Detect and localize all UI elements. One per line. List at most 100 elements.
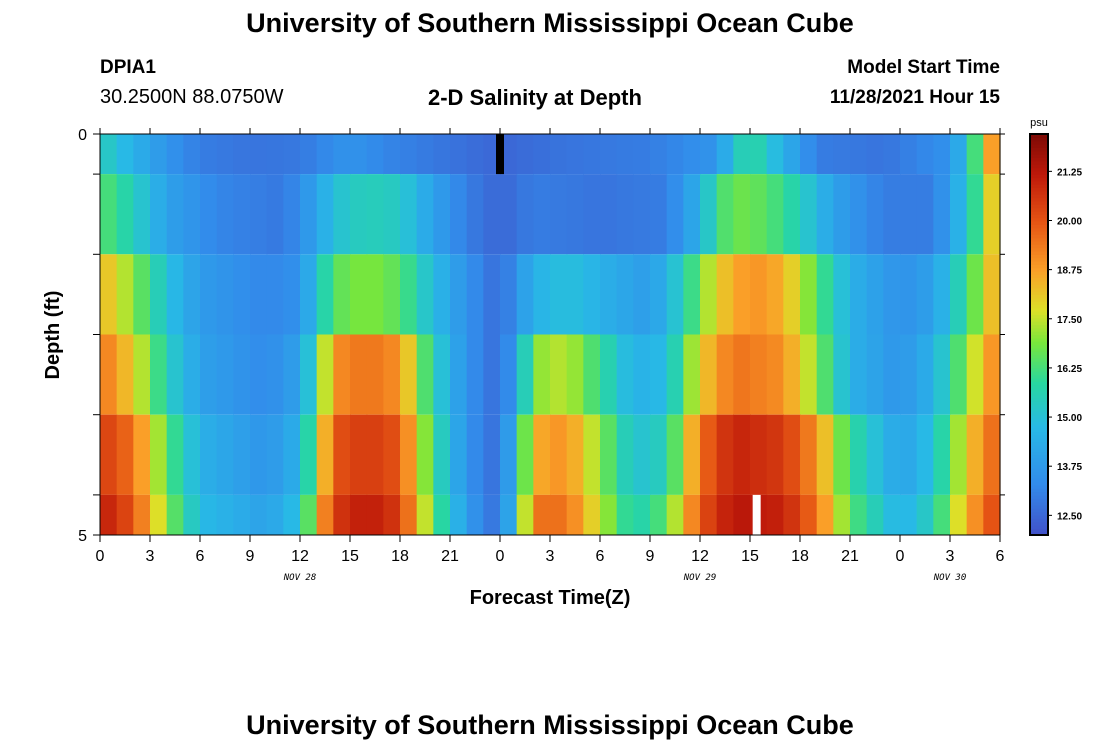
heatmap-cell-layer-4 xyxy=(700,414,718,495)
heatmap-cell-layer-0 xyxy=(150,134,168,175)
heatmap-cell-layer-0 xyxy=(300,134,318,175)
heatmap-cell-layer-4 xyxy=(616,414,634,495)
colorbar-segment xyxy=(1030,147,1048,152)
colorbar-segment xyxy=(1030,230,1048,235)
heatmap-cell-layer-1 xyxy=(600,174,618,255)
heatmap-cell-layer-1 xyxy=(716,174,734,255)
station-id: DPIA1 xyxy=(100,57,156,78)
colorbar-segment xyxy=(1030,488,1048,493)
heatmap-cell-layer-2 xyxy=(866,254,884,335)
colorbar-segment xyxy=(1030,411,1048,416)
heatmap-cell-layer-0 xyxy=(200,134,218,175)
colorbar-unit: psu xyxy=(1030,117,1048,129)
heatmap-cell-layer-3 xyxy=(300,334,318,415)
heatmap-cell-layer-4 xyxy=(166,414,184,495)
colorbar-segment xyxy=(1030,257,1048,262)
colorbar-segment xyxy=(1030,214,1048,219)
heatmap-cell-layer-1 xyxy=(466,174,484,255)
heatmap-cell-layer-5 xyxy=(916,494,934,535)
heatmap-cell-layer-4 xyxy=(516,414,534,495)
heatmap-cell-layer-1 xyxy=(350,174,368,255)
heatmap-cell-layer-2 xyxy=(250,254,268,335)
heatmap-cell-layer-0 xyxy=(650,134,668,175)
heatmap-cell-layer-1 xyxy=(233,174,251,255)
heatmap-cell-layer-2 xyxy=(433,254,451,335)
heatmap-cell-layer-3 xyxy=(633,334,651,415)
heatmap-cell-layer-2 xyxy=(983,254,1001,335)
colorbar-segment xyxy=(1030,154,1048,158)
heatmap-cell-layer-2 xyxy=(850,254,868,335)
heatmap-cell-layer-1 xyxy=(433,174,451,255)
colorbar-segment xyxy=(1030,434,1048,439)
heatmap-cell-layer-0 xyxy=(416,134,434,175)
heatmap-cell-layer-3 xyxy=(200,334,218,415)
heatmap-cell-layer-1 xyxy=(666,174,684,255)
colorbar-segment xyxy=(1030,468,1048,473)
heatmap-cell-layer-4 xyxy=(966,414,984,495)
heatmap-cell-layer-0 xyxy=(283,134,301,175)
colorbar-segment xyxy=(1030,454,1048,459)
heatmap-cell-layer-1 xyxy=(383,174,401,255)
heatmap-cell-layer-3 xyxy=(100,334,118,415)
heatmap-cell-layer-0 xyxy=(583,134,601,175)
heatmap-cell-layer-4 xyxy=(750,414,768,495)
heatmap-cell-layer-5 xyxy=(283,494,301,535)
heatmap-cell-layer-3 xyxy=(183,334,201,415)
colorbar-segment xyxy=(1030,197,1048,202)
heatmap-cell-layer-5 xyxy=(233,494,251,535)
model-start-value: 11/28/2021 Hour 15 xyxy=(829,87,1000,108)
heatmap-cell-layer-5 xyxy=(383,494,401,535)
heatmap-cell-layer-0 xyxy=(600,134,618,175)
colorbar-segment xyxy=(1030,347,1048,352)
heatmap-cell-layer-4 xyxy=(133,414,151,495)
colorbar-segment xyxy=(1030,357,1048,362)
colorbar-segment xyxy=(1030,464,1048,469)
colorbar-segment xyxy=(1030,491,1048,496)
heatmap-cell-layer-3 xyxy=(250,334,268,415)
colorbar-segment xyxy=(1030,331,1048,336)
heatmap-cell-layer-4 xyxy=(383,414,401,495)
colorbar-segment xyxy=(1030,494,1048,499)
heatmap-cell-layer-2 xyxy=(933,254,951,335)
colorbar-segment xyxy=(1030,307,1048,312)
colorbar-segment xyxy=(1030,354,1048,359)
heatmap-cells xyxy=(100,134,1001,535)
heatmap-cell-layer-3 xyxy=(333,334,351,415)
x-axis-ticks: 0 3 6 9 12 15 18 21 0 3 6 9 12 15 18 21 0 3 6 NOV 28 NOV 29 N… xyxy=(96,128,1005,583)
heatmap-cell-layer-4 xyxy=(883,414,901,495)
colorbar-segment xyxy=(1030,518,1048,523)
colorbar-tick-label: 17.50 xyxy=(1057,315,1082,326)
heatmap-cell-layer-5 xyxy=(983,494,1001,535)
heatmap-cell-layer-3 xyxy=(800,334,818,415)
heatmap-cell-layer-1 xyxy=(833,174,851,255)
heatmap-cell-layer-2 xyxy=(100,254,118,335)
heatmap-cell-layer-4 xyxy=(466,414,484,495)
heatmap-cell-layer-2 xyxy=(600,254,618,335)
x-tick-label: 9 xyxy=(246,548,255,565)
heatmap-cell-layer-1 xyxy=(733,174,751,255)
colorbar-segment xyxy=(1030,514,1048,519)
forecast-marker-1 xyxy=(752,494,761,535)
heatmap-cell-layer-4 xyxy=(400,414,418,495)
colorbar-segment xyxy=(1030,524,1048,529)
colorbar-segment xyxy=(1030,264,1048,269)
heatmap-cell-layer-4 xyxy=(933,414,951,495)
colorbar-segment xyxy=(1030,451,1048,456)
heatmap-cell-layer-2 xyxy=(516,254,534,335)
colorbar-segment xyxy=(1030,234,1048,239)
colorbar-segment xyxy=(1030,337,1048,342)
heatmap-cell-layer-0 xyxy=(133,134,151,175)
heatmap-cell-layer-3 xyxy=(616,334,634,415)
heatmap-cell-layer-5 xyxy=(666,494,684,535)
colorbar-segment xyxy=(1030,364,1048,369)
heatmap-cell-layer-3 xyxy=(766,334,784,415)
colorbar-segment xyxy=(1030,471,1048,476)
heatmap-cell-layer-0 xyxy=(333,134,351,175)
heatmap-cell-layer-1 xyxy=(700,174,718,255)
heatmap-cell-layer-5 xyxy=(366,494,384,535)
colorbar-segment xyxy=(1030,334,1048,339)
heatmap-cell-layer-0 xyxy=(116,134,134,175)
heatmap-cell-layer-2 xyxy=(283,254,301,335)
heatmap-cell-layer-1 xyxy=(483,174,501,255)
heatmap-cell-layer-0 xyxy=(183,134,201,175)
